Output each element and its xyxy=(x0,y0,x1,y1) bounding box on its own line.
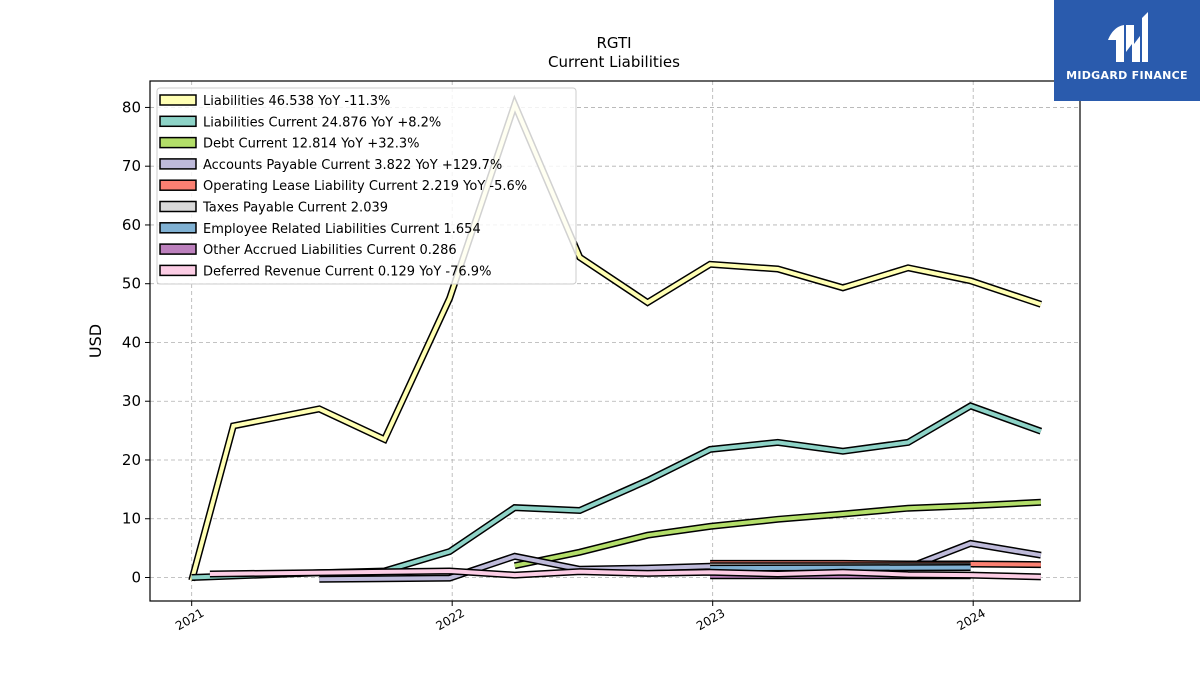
chart-title: RGTI xyxy=(596,34,631,52)
legend-swatch xyxy=(159,136,197,149)
legend-label: Liabilities 46.538 YoY -11.3% xyxy=(203,94,390,109)
series-line-6 xyxy=(710,565,971,571)
y-tick-label: 70 xyxy=(122,157,141,175)
series-layer xyxy=(188,94,1043,583)
series-line-2 xyxy=(514,500,1041,568)
legend-label: Other Accrued Liabilities Current 0.286 xyxy=(203,243,457,258)
legend-swatch xyxy=(159,179,197,191)
legend-swatch xyxy=(159,94,197,106)
brand-logo: MIDGARD FINANCE xyxy=(1054,0,1200,101)
legend-swatch xyxy=(159,222,197,234)
series-line-0 xyxy=(189,98,1042,581)
y-axis-label: USD xyxy=(86,324,105,358)
legend-label: Taxes Payable Current 2.039 xyxy=(202,201,388,216)
logo-brand-name: MIDGARD FINANCE xyxy=(1066,69,1188,82)
plot-frame xyxy=(149,80,1081,602)
legend-label: Debt Current 12.814 YoY +32.3% xyxy=(203,137,420,152)
y-tick-label: 50 xyxy=(122,275,141,293)
legend-label: Liabilities Current 24.876 YoY +8.2% xyxy=(203,115,441,130)
logo-mark-icon xyxy=(1108,12,1148,62)
legend-label: Deferred Revenue Current 0.129 YoY -76.9… xyxy=(203,264,491,279)
chart-subtitle: Current Liabilities xyxy=(548,53,680,71)
series-line-8 xyxy=(209,568,1041,579)
y-tick-label: 20 xyxy=(122,451,141,469)
legend-label: Accounts Payable Current 3.822 YoY +129.… xyxy=(203,158,502,173)
y-tick-label: 10 xyxy=(122,510,141,528)
legend-swatch xyxy=(159,158,197,170)
y-tick-label: 40 xyxy=(122,333,141,351)
y-tick-label: 30 xyxy=(122,392,141,410)
legend-label: Employee Related Liabilities Current 1.6… xyxy=(203,222,481,237)
legend-box xyxy=(156,87,577,285)
legend: Liabilities 46.538 YoY -11.3% Liabilities… xyxy=(156,87,577,285)
y-tick-label: 80 xyxy=(122,98,141,116)
legend-swatch xyxy=(159,243,197,255)
y-tick-label: 60 xyxy=(122,216,141,234)
legend-swatch xyxy=(159,200,197,213)
legend-label: Operating Lease Liability Current 2.219 … xyxy=(203,179,527,194)
legend-swatch xyxy=(159,264,197,277)
legend-swatch xyxy=(159,115,197,128)
y-tick-label: 0 xyxy=(131,568,141,586)
